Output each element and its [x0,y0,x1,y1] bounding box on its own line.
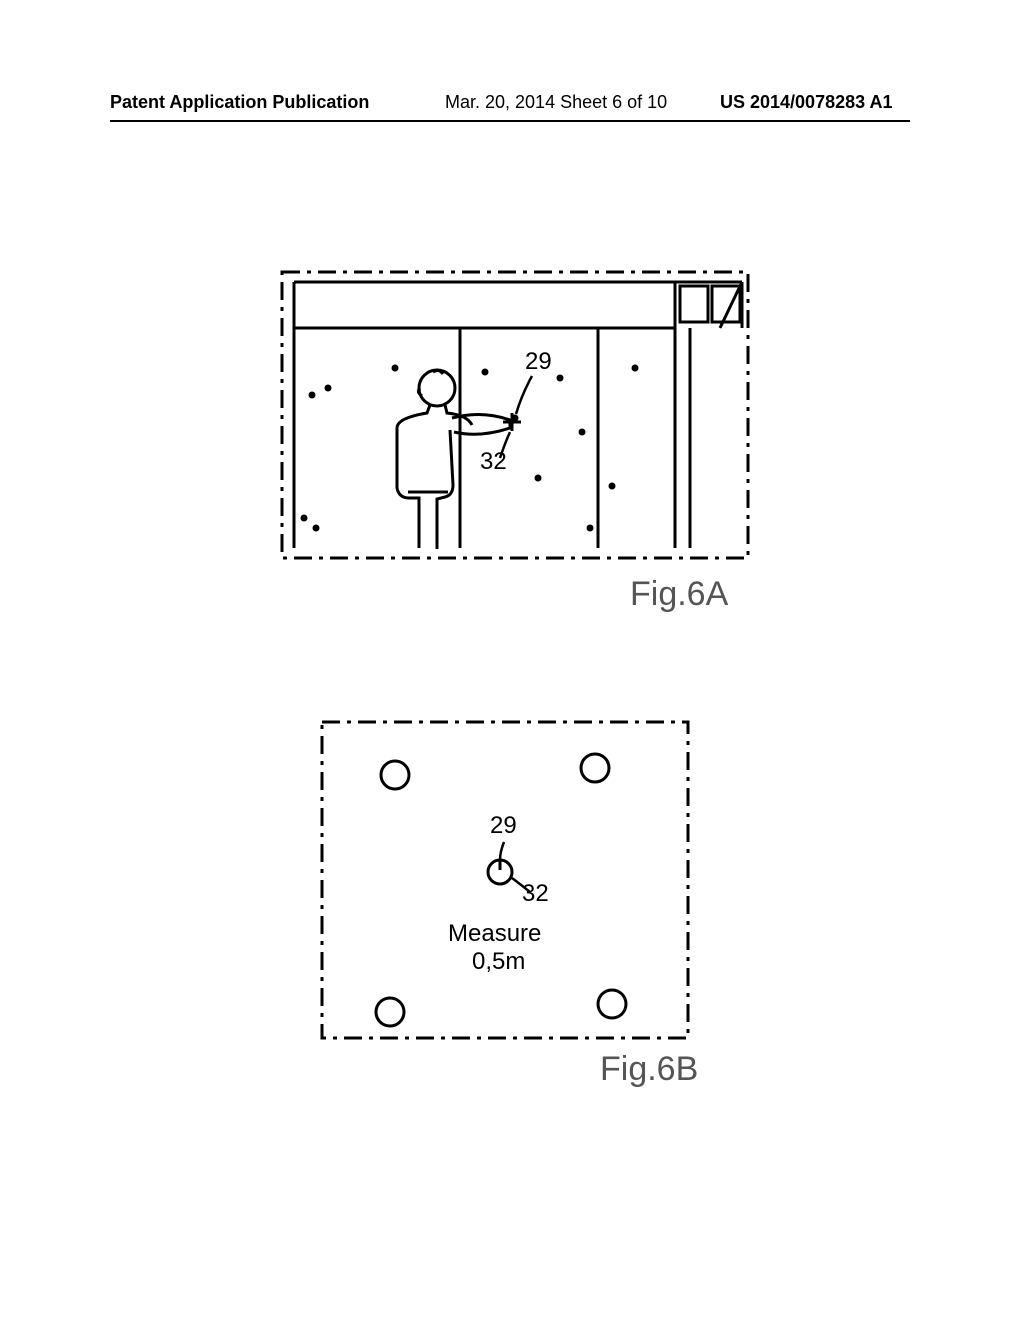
ref-label-29: 29 [525,348,552,376]
leader-29-b [500,842,504,860]
header-rule [110,120,910,122]
figure-6a-svg [280,270,750,560]
pattern-dots [301,365,639,532]
figure-6b-svg [320,720,690,1040]
header-center: Mar. 20, 2014 Sheet 6 of 10 [445,92,667,113]
figure-6a: 29 32 [280,270,750,560]
ref-label-32: 32 [480,448,507,476]
header-left: Patent Application Publication [110,92,369,113]
ref-label-29-b: 29 [490,812,517,840]
figure-6b: 29 32 Measure 0,5m [320,720,690,1040]
figure-6b-label: Fig.6B [600,1050,698,1089]
header-right: US 2014/0078283 A1 [720,92,892,113]
fig6b-border [322,722,688,1038]
measure-label-1: Measure [448,920,541,948]
measure-label-2: 0,5m [472,948,525,976]
page-header: Patent Application Publication Mar. 20, … [0,92,1024,122]
room-lines [294,282,742,548]
center-target-icon [488,860,512,884]
ref-label-32-b: 32 [522,880,549,908]
corner-circles [376,754,626,1026]
figure-6a-label: Fig.6A [630,575,728,614]
leader-29 [516,376,532,414]
